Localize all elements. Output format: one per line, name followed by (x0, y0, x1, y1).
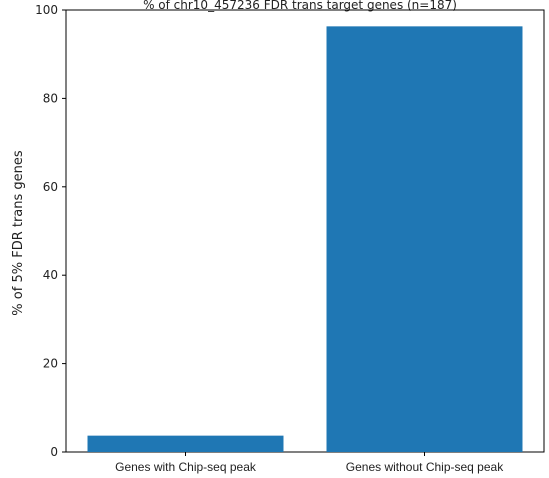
y-tick-label: 20 (43, 357, 58, 371)
bar-2 (326, 26, 523, 452)
y-tick-label: 100 (35, 3, 58, 17)
x-axis: Genes with Chip-seq peak Genes without Ch… (115, 452, 504, 474)
chart-title: % of chr10_457236 FDR trans target genes… (143, 0, 457, 12)
plot-area (65, 9, 545, 453)
y-axis: 0 20 40 60 80 100 (35, 3, 66, 459)
x-tick-label: Genes without Chip-seq peak (346, 460, 504, 474)
y-tick-label: 40 (43, 268, 58, 282)
x-tick-label: Genes with Chip-seq peak (115, 460, 257, 474)
bars-group (87, 26, 523, 452)
y-tick-label: 60 (43, 180, 58, 194)
y-axis-label: % of 5% FDR trans genes (11, 150, 26, 316)
plot-frame (65, 9, 545, 453)
y-tick-label: 80 (43, 91, 58, 105)
y-tick-label: 0 (50, 445, 58, 459)
bar-1 (87, 435, 284, 452)
